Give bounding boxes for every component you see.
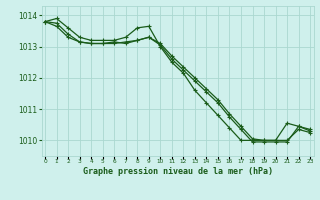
X-axis label: Graphe pression niveau de la mer (hPa): Graphe pression niveau de la mer (hPa) [83,167,273,176]
